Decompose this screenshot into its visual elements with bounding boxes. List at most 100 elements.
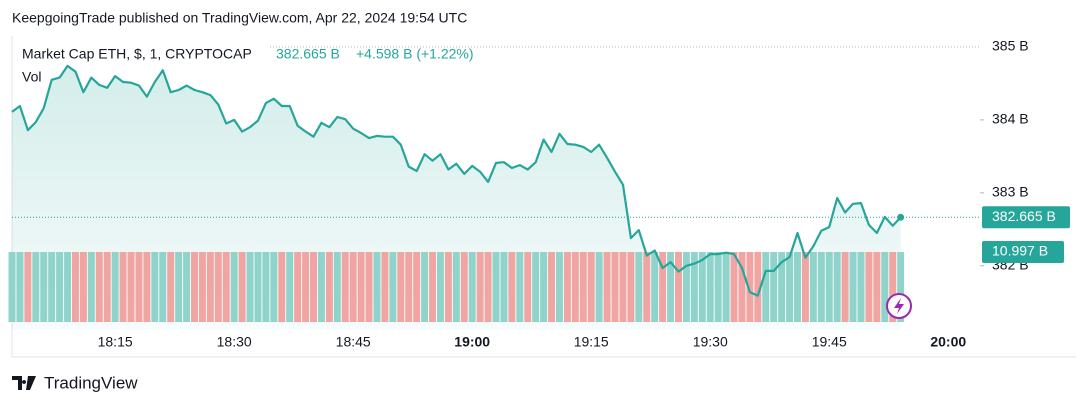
volume-bar (675, 252, 682, 322)
volume-bar (349, 252, 357, 322)
x-tick-label: 20:00 (930, 334, 966, 350)
volume-bar (484, 252, 492, 322)
volume-bar (579, 252, 587, 322)
price-label-bg (982, 206, 1070, 229)
volume-bar (500, 252, 508, 322)
logo: TradingView (12, 373, 138, 392)
volume-bar (817, 252, 825, 322)
volume-bar (357, 252, 365, 322)
volume-bar (79, 252, 87, 322)
volume-bar (706, 252, 714, 322)
y-tick-label: 383 B (992, 184, 1029, 200)
volume-bar (619, 252, 627, 322)
volume-bar (627, 252, 635, 322)
volume-bar (444, 252, 452, 322)
volume-bar (540, 252, 548, 322)
volume-bar (722, 252, 730, 322)
volume-label: 10.997 B (992, 243, 1048, 259)
volume-bar (571, 252, 579, 322)
volume-label-bg (982, 241, 1064, 264)
volume-bar (381, 252, 389, 322)
volume-bar (270, 252, 278, 322)
y-tick-label: 385 B (992, 38, 1029, 54)
volume-bar (556, 252, 563, 322)
volume-bar (643, 252, 651, 322)
volume-bar (468, 252, 476, 322)
volume-bar (365, 252, 373, 322)
legend-change: +4.598 B (+1.22%) (356, 46, 474, 62)
volume-bar (532, 252, 540, 322)
volume-bar (714, 252, 722, 322)
legend-value: 382.665 B (276, 46, 340, 62)
x-tick-label: 19:00 (454, 334, 490, 350)
volume-bar (127, 252, 135, 322)
volume-bar (191, 252, 198, 322)
volume-bar (262, 252, 270, 322)
volume-bar (690, 252, 698, 322)
x-tick-label: 18:15 (98, 334, 133, 350)
volume-bar (476, 252, 484, 322)
volume-bar (413, 252, 421, 322)
volume-bar (881, 252, 889, 322)
volume-bar (32, 252, 40, 322)
volume-bar (198, 252, 206, 322)
volume-bar (317, 252, 325, 322)
volume-bar (825, 252, 833, 322)
volume-bar (452, 252, 460, 322)
volume-bar (24, 252, 32, 322)
volume-bar (659, 252, 667, 322)
volume-legend: Vol (22, 69, 41, 85)
volume-bar (302, 252, 310, 322)
volume-bar (95, 252, 103, 322)
volume-bar (72, 252, 79, 322)
volume-bar (651, 252, 659, 322)
volume-bar (397, 252, 405, 322)
volume-bar (119, 252, 127, 322)
volume-bar (183, 252, 191, 322)
volume-bar (230, 252, 238, 322)
volume-bar (48, 252, 56, 322)
volume-bar (103, 252, 111, 322)
volume-bar (833, 252, 841, 322)
volume-bar (238, 252, 246, 322)
volume-bar (16, 252, 24, 322)
volume-bar (111, 252, 119, 322)
volume-bar (167, 252, 175, 322)
volume-bar (254, 252, 262, 322)
volume-bar (214, 252, 222, 322)
volume-bar (325, 252, 333, 322)
volume-bar (778, 252, 786, 322)
lightning-icon[interactable] (886, 293, 912, 319)
volume-bar (563, 252, 571, 322)
volume-bar (611, 252, 619, 322)
volume-bar (841, 252, 849, 322)
volume-bar (738, 252, 746, 322)
volume-bar (151, 252, 159, 322)
volume-bar (286, 252, 294, 322)
volume-bar (857, 252, 865, 322)
volume-bar (794, 252, 801, 322)
price-label: 382.665 B (992, 208, 1056, 224)
volume-bar (754, 252, 762, 322)
volume-bar (373, 252, 381, 322)
volume-bar (865, 252, 873, 322)
volume-bar (746, 252, 754, 322)
x-tick-label: 18:30 (217, 334, 252, 350)
footer: TradingView (44, 373, 138, 392)
volume-bar (436, 252, 444, 322)
volume-bar (341, 252, 349, 322)
volume-bar (603, 252, 611, 322)
volume-bar (135, 252, 143, 322)
x-tick-label: 19:15 (574, 334, 609, 350)
volume-bar (849, 252, 857, 322)
volume-bar (389, 252, 397, 322)
volume-bar (310, 252, 317, 322)
legend-title: Market Cap ETH, $, 1, CRYPTOCAP (22, 46, 252, 62)
volume-bar (873, 252, 881, 322)
volume-bar (635, 252, 643, 322)
volume-bar (405, 252, 413, 322)
volume-bar (770, 252, 778, 322)
volume-bar (87, 252, 95, 322)
volume-bar (8, 252, 16, 322)
